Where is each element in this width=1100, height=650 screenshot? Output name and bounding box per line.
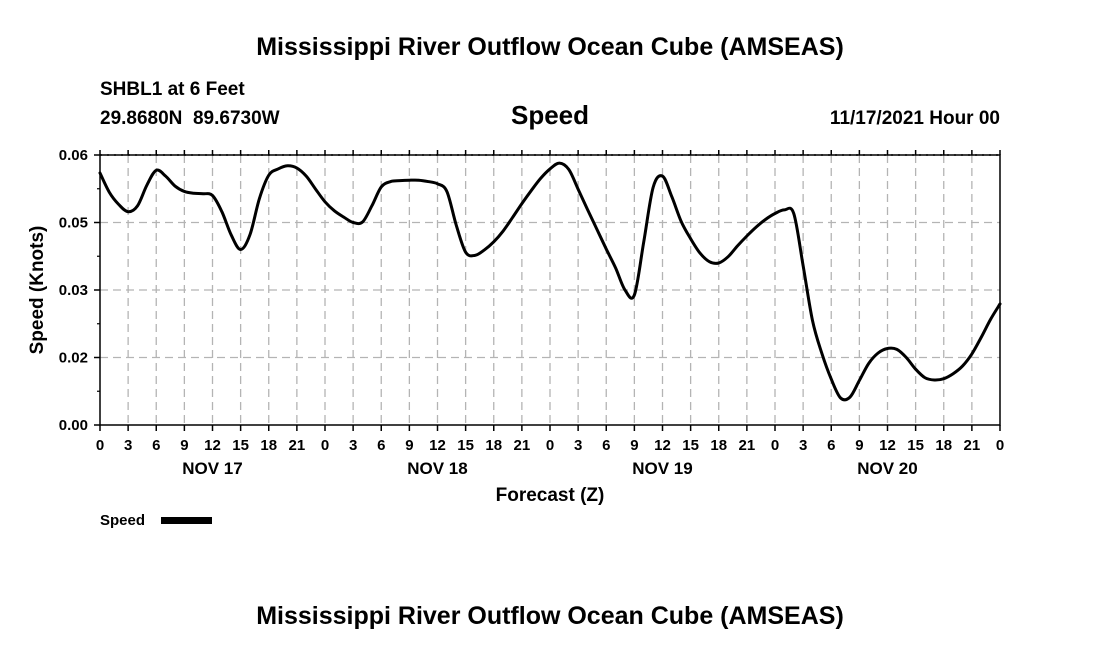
x-tick-label: 3 bbox=[124, 437, 132, 454]
x-tick-label: 6 bbox=[377, 437, 385, 454]
x-tick-label: 15 bbox=[457, 437, 474, 454]
plot-area: 0.00 0.02 0.03 0.05 0.06 0 3 6 9 12 15 18 21 0 3 6 9 12 1… bbox=[59, 147, 1004, 478]
parameter-title: Speed bbox=[511, 100, 589, 130]
x-tick-label: 0 bbox=[771, 437, 779, 454]
y-tick-label: 0.03 bbox=[59, 282, 88, 299]
legend-swatch bbox=[161, 517, 212, 524]
x-tick-label: 18 bbox=[935, 437, 952, 454]
legend: Speed bbox=[100, 512, 212, 529]
forecast-datetime: 11/17/2021 Hour 00 bbox=[830, 108, 1000, 129]
x-tick-label: 21 bbox=[289, 437, 306, 454]
x-tick-label: 12 bbox=[204, 437, 221, 454]
x-tick-label: 18 bbox=[260, 437, 277, 454]
x-tick-label: 0 bbox=[996, 437, 1004, 454]
x-tick-label: 12 bbox=[429, 437, 446, 454]
x-tick-label: 9 bbox=[855, 437, 863, 454]
x-tick-label: 0 bbox=[96, 437, 104, 454]
x-tick-label: 3 bbox=[799, 437, 807, 454]
x-tick-label: 18 bbox=[485, 437, 502, 454]
x-tick-label: 3 bbox=[574, 437, 582, 454]
x-axis: 0 3 6 9 12 15 18 21 0 3 6 9 12 15 18 21 0 3 6 9 12 15 18 21 0 3 6 9… bbox=[96, 150, 1004, 454]
x-tick-label: 15 bbox=[682, 437, 699, 454]
y-axis: 0.00 0.02 0.03 0.05 0.06 bbox=[59, 147, 100, 434]
date-label: NOV 19 bbox=[632, 459, 692, 478]
date-label: NOV 18 bbox=[407, 459, 467, 478]
x-tick-label: 6 bbox=[827, 437, 835, 454]
x-tick-label: 18 bbox=[710, 437, 727, 454]
x-tick-label: 21 bbox=[964, 437, 981, 454]
x-tick-label: 9 bbox=[405, 437, 413, 454]
x-tick-label: 6 bbox=[152, 437, 160, 454]
figure-title: Mississippi River Outflow Ocean Cube (AM… bbox=[256, 33, 844, 61]
x-tick-label: 12 bbox=[879, 437, 896, 454]
x-tick-label: 3 bbox=[349, 437, 357, 454]
y-tick-label: 0.05 bbox=[59, 215, 88, 232]
x-tick-label: 9 bbox=[630, 437, 638, 454]
station-label: SHBL1 at 6 Feet bbox=[100, 79, 245, 100]
x-tick-label: 21 bbox=[739, 437, 756, 454]
station-coordinates: 29.8680N 89.6730W bbox=[100, 108, 280, 129]
y-axis-label: Speed (Knots) bbox=[27, 226, 48, 355]
x-tick-label: 9 bbox=[180, 437, 188, 454]
x-tick-label: 12 bbox=[654, 437, 671, 454]
y-tick-label: 0.00 bbox=[59, 417, 88, 434]
footer-title: Mississippi River Outflow Ocean Cube (AM… bbox=[256, 602, 844, 630]
x-tick-label: 15 bbox=[907, 437, 924, 454]
x-tick-label: 15 bbox=[232, 437, 249, 454]
x-tick-label: 0 bbox=[546, 437, 554, 454]
x-axis-label: Forecast (Z) bbox=[496, 485, 605, 506]
x-tick-label: 21 bbox=[514, 437, 531, 454]
date-label: NOV 17 bbox=[182, 459, 242, 478]
legend-label: Speed bbox=[100, 512, 145, 529]
x-tick-label: 0 bbox=[321, 437, 329, 454]
date-label: NOV 20 bbox=[857, 459, 917, 478]
y-tick-label: 0.02 bbox=[59, 350, 88, 367]
y-tick-label: 0.06 bbox=[59, 147, 88, 164]
x-tick-label: 6 bbox=[602, 437, 610, 454]
speed-series-line bbox=[98, 161, 1002, 402]
date-labels: NOV 17 NOV 18 NOV 19 NOV 20 bbox=[182, 459, 917, 478]
